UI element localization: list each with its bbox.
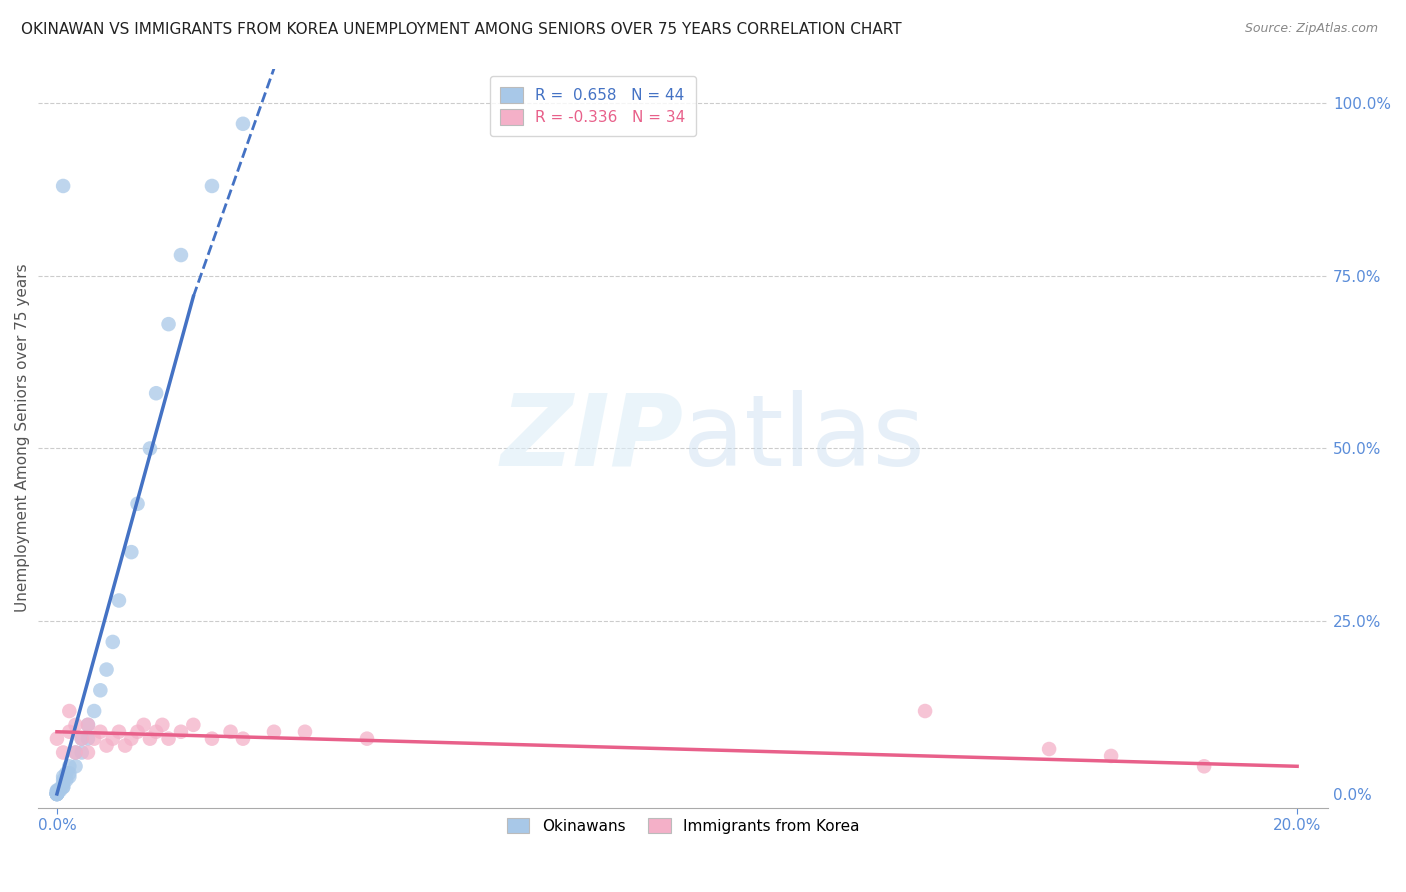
Point xyxy=(52,780,75,794)
Point xyxy=(127,724,149,739)
Point xyxy=(77,718,100,732)
Point xyxy=(45,786,67,800)
Point xyxy=(70,746,93,760)
Point xyxy=(70,731,93,746)
Point xyxy=(183,718,205,732)
Point xyxy=(120,731,142,746)
Text: atlas: atlas xyxy=(683,390,925,487)
Point xyxy=(65,759,87,773)
Point xyxy=(52,746,75,760)
Point xyxy=(101,635,124,649)
Point xyxy=(145,724,167,739)
Point xyxy=(232,731,254,746)
Y-axis label: Unemployment Among Seniors over 75 years: Unemployment Among Seniors over 75 years xyxy=(15,264,30,613)
Point xyxy=(45,787,67,801)
Point xyxy=(201,178,224,193)
Point xyxy=(294,724,316,739)
Point xyxy=(96,739,118,753)
Point xyxy=(150,718,173,732)
Point xyxy=(139,731,162,746)
Point xyxy=(114,739,136,753)
Point xyxy=(58,704,80,718)
Point xyxy=(55,766,77,780)
Point xyxy=(65,746,87,760)
Legend: Okinawans, Immigrants from Korea: Okinawans, Immigrants from Korea xyxy=(496,807,870,845)
Point xyxy=(49,781,72,796)
Point xyxy=(201,731,224,746)
Point xyxy=(120,545,142,559)
Point xyxy=(70,731,93,746)
Text: OKINAWAN VS IMMIGRANTS FROM KOREA UNEMPLOYMENT AMONG SENIORS OVER 75 YEARS CORRE: OKINAWAN VS IMMIGRANTS FROM KOREA UNEMPL… xyxy=(21,22,901,37)
Point xyxy=(1192,759,1215,773)
Point xyxy=(52,776,75,790)
Point xyxy=(58,724,80,739)
Point xyxy=(45,787,67,801)
Point xyxy=(157,731,180,746)
Point xyxy=(89,724,111,739)
Point xyxy=(65,718,87,732)
Point xyxy=(52,178,75,193)
Point xyxy=(45,785,67,799)
Point xyxy=(914,704,936,718)
Point xyxy=(157,317,180,331)
Point xyxy=(52,780,75,794)
Point xyxy=(219,724,242,739)
Point xyxy=(96,663,118,677)
Point xyxy=(170,248,193,262)
Point xyxy=(45,783,67,797)
Point xyxy=(89,683,111,698)
Point xyxy=(45,787,67,801)
Point xyxy=(132,718,155,732)
Text: ZIP: ZIP xyxy=(501,390,683,487)
Point xyxy=(263,724,285,739)
Point xyxy=(45,787,67,801)
Point xyxy=(45,787,67,801)
Point xyxy=(45,787,67,801)
Point xyxy=(108,724,131,739)
Point xyxy=(45,787,67,801)
Point xyxy=(65,746,87,760)
Point xyxy=(45,787,67,801)
Point xyxy=(52,770,75,784)
Point xyxy=(356,731,378,746)
Point xyxy=(83,731,105,746)
Point xyxy=(45,731,67,746)
Point xyxy=(58,759,80,773)
Point xyxy=(77,731,100,746)
Point xyxy=(232,117,254,131)
Point xyxy=(49,783,72,797)
Point xyxy=(1099,748,1122,763)
Point xyxy=(127,497,149,511)
Point xyxy=(58,770,80,784)
Point xyxy=(58,766,80,780)
Point xyxy=(170,724,193,739)
Point xyxy=(108,593,131,607)
Point xyxy=(77,746,100,760)
Point xyxy=(139,442,162,456)
Point xyxy=(83,704,105,718)
Point xyxy=(101,731,124,746)
Text: Source: ZipAtlas.com: Source: ZipAtlas.com xyxy=(1244,22,1378,36)
Point xyxy=(45,784,67,798)
Point xyxy=(77,718,100,732)
Point xyxy=(55,773,77,788)
Point xyxy=(145,386,167,401)
Point xyxy=(1038,742,1060,756)
Point xyxy=(52,773,75,788)
